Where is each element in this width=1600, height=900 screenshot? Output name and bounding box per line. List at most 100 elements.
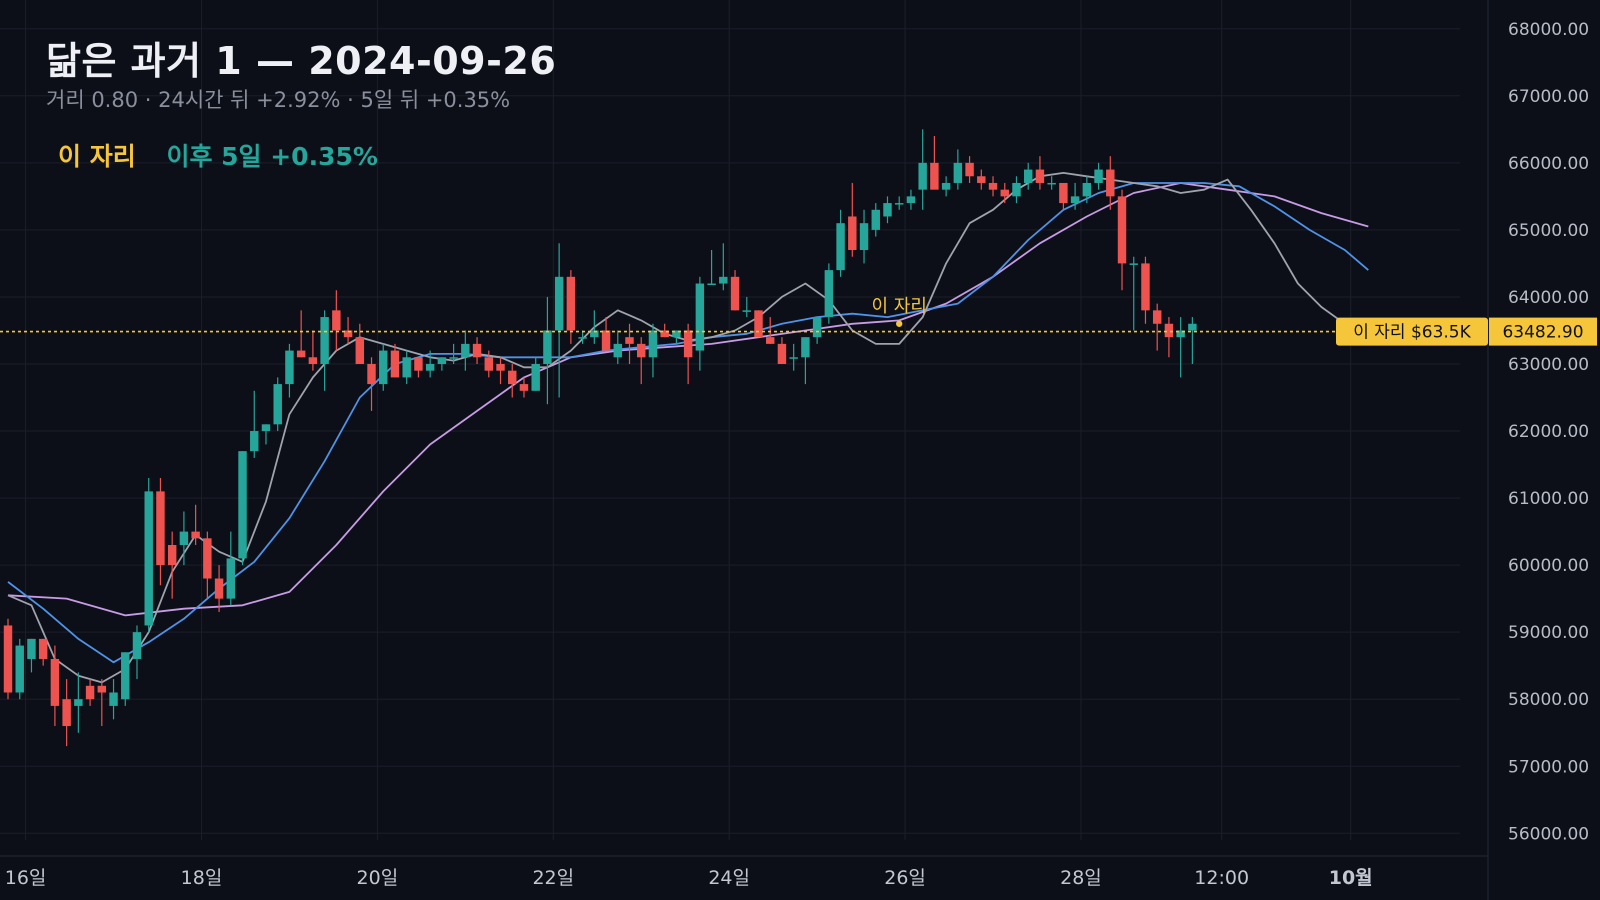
candle-body-down [367,363,376,385]
y-tick-label: 61000.00 [1508,489,1589,509]
candle-body-up [238,451,247,559]
candle-body-down [1106,169,1115,197]
y-tick-label: 66000.00 [1508,154,1589,174]
x-tick-label: 12:00 [1194,867,1249,889]
candle-body-down [777,343,787,364]
y-tick-label: 56000.00 [1508,824,1589,844]
candle-body-up [425,363,435,371]
candle-body-up [695,283,705,351]
candle-body-down [332,310,341,331]
x-tick-label: 10월 [1329,867,1373,889]
candle-body-down [977,176,986,183]
candle-body-down [167,545,177,566]
candle-body-up [953,162,963,183]
candle-body-down [508,370,517,385]
chart-subtitle: 거리 0.80 · 24시간 뒤 +2.92% · 5일 뒤 +0.35% [46,88,511,112]
candle-body-up [789,357,798,359]
candle-body-down [484,357,494,371]
candle-body-up [824,270,834,318]
y-tick-label: 63000.00 [1508,355,1589,375]
candle-body-down [214,578,224,599]
candle-body-down [62,699,71,727]
ma-fast-line [7,172,1369,684]
candle-body-down [97,685,107,693]
candle-body-up [1082,182,1092,197]
candle-body-up [121,652,130,700]
candle-body-down [625,337,634,344]
candle-body-up [941,182,951,190]
x-tick-label: 26일 [884,867,926,889]
candle-body-down [203,538,212,579]
chart-title: 닮은 과거 1 — 2024-09-26 [46,39,557,83]
candle-body-up [285,350,294,385]
candle-body-up [15,645,24,693]
candle-body-down [766,337,775,344]
candle-body-up [590,330,599,338]
y-tick-label: 67000.00 [1508,87,1589,107]
candle-body-up [250,431,259,452]
candle-body-down [683,330,693,358]
price-tag-box [1336,317,1488,346]
legend-here-label: 이 자리 [58,142,136,171]
candle-body-down [390,350,400,378]
y-tick-label: 58000.00 [1508,690,1589,710]
candle-body-down [1164,323,1174,338]
y-tick-label: 59000.00 [1508,623,1589,643]
candle-body-up [461,343,470,358]
candle-body-down [1000,189,1009,197]
candle-body-down [754,310,763,338]
candle-body-up [1094,169,1103,183]
candle-body-up [1047,182,1056,185]
candle-body-up [1070,196,1080,204]
candle-body-up [1023,169,1033,183]
candle-body-up [871,209,880,230]
candle-body-up [613,343,622,358]
candle-body-down [1141,263,1150,311]
axis-price-box [1489,317,1597,346]
candle-body-up [719,276,728,284]
candle-body-up [273,384,282,425]
candle-body-down [191,531,200,539]
x-tick-label: 20일 [357,867,399,889]
candle-body-up [578,337,587,339]
marker-dot [896,320,903,327]
candle-body-up [449,357,458,359]
candle-body-down [296,350,306,358]
candle-body-up [1129,263,1138,265]
candle-body-up [74,699,83,706]
x-tick-label: 28일 [1060,867,1102,889]
candle-body-up [109,692,118,706]
candle-body-up [918,162,927,190]
candle-body-up [27,638,36,659]
candle-body-up [179,531,189,546]
candle-body-down [38,638,48,659]
candle-body-down [496,363,505,371]
candle-body-up [226,558,236,599]
candle-body-down [930,162,939,190]
candle-body-down [1059,182,1068,204]
candle-body-up [1176,330,1185,338]
candle-body-up [543,330,552,364]
marker-label: 이 자리 [872,296,927,317]
x-tick-label: 18일 [181,867,223,889]
candle-body-up [648,330,658,358]
candle-body-up [144,491,153,626]
candle-body-down [965,162,974,177]
candle-body-up [402,357,411,378]
x-tick-label: 16일 [5,867,47,889]
candle-body-up [320,317,329,364]
candle-body-up [836,223,845,271]
y-tick-label: 60000.00 [1508,556,1589,576]
candle-body-down [519,384,529,391]
candle-body-down [848,216,857,251]
candle-body-down [3,625,13,693]
x-tick-label: 24일 [708,867,750,889]
candle-body-down [566,276,576,331]
candle-body-up [554,276,564,331]
candle-body-down [601,330,611,351]
y-tick-label: 57000.00 [1508,757,1589,777]
candle-body-up [379,350,388,385]
ma-slow-line [7,182,1369,617]
